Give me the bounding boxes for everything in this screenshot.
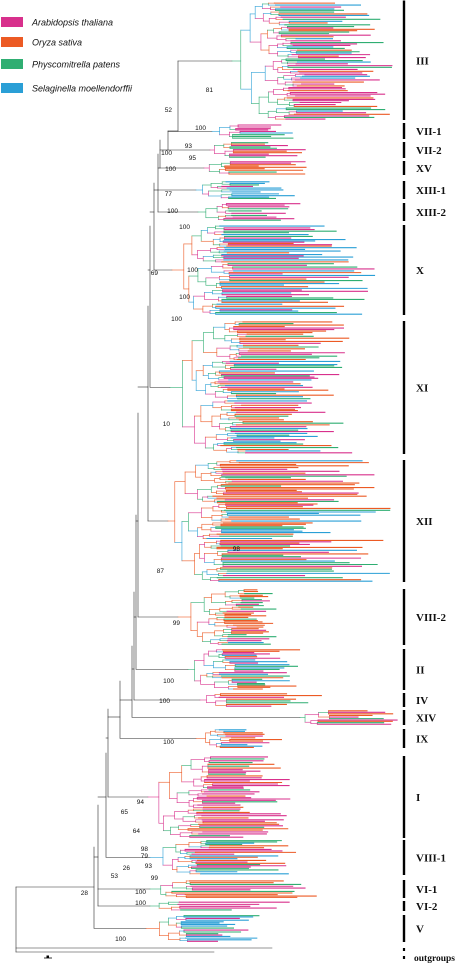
legend-swatch xyxy=(1,59,23,69)
bootstrap-value: 64 xyxy=(133,828,141,835)
bootstrap-value: 52 xyxy=(165,107,173,114)
bootstrap-value: 79 xyxy=(141,853,149,860)
clade-viii-2: VIII-2 xyxy=(404,589,446,645)
clade-label: XIII-1 xyxy=(416,185,446,197)
bootstrap-labels: 81 52 100 93 100 95 100 77 100 100 100 69 100 100 10 98… xyxy=(81,87,241,943)
bootstrap-value: 69 xyxy=(151,270,159,277)
bootstrap-value: 100 xyxy=(163,678,174,685)
bootstrap-value: 28 xyxy=(81,890,89,897)
bootstrap-value: 100 xyxy=(163,739,174,746)
clade-vi-2: VI-2 xyxy=(404,901,438,913)
clade-viii-1: VIII-1 xyxy=(404,840,446,875)
clade-label: XII xyxy=(416,516,433,528)
scale-bar xyxy=(44,956,52,959)
bootstrap-value: 93 xyxy=(185,143,193,150)
clade-outgroups: outgroups xyxy=(404,948,455,964)
legend-label: Arabidopsis thaliana xyxy=(31,18,113,28)
legend-label: Oryza sativa xyxy=(32,38,82,48)
clade-iv: IV xyxy=(404,693,428,707)
clade-label: VIII-1 xyxy=(416,853,446,865)
bootstrap-value: 100 xyxy=(179,294,190,301)
bootstrap-value: 100 xyxy=(167,208,178,215)
clade-label: XV xyxy=(416,163,432,175)
clade-label: VIII-2 xyxy=(416,612,446,624)
legend-swatch xyxy=(1,83,23,93)
bootstrap-value: 100 xyxy=(135,889,146,896)
clade-label: II xyxy=(416,665,425,677)
bootstrap-value: 100 xyxy=(115,936,126,943)
bootstrap-value: 100 xyxy=(159,698,170,705)
clade-label: VI-2 xyxy=(416,901,438,913)
bootstrap-value: 77 xyxy=(165,191,173,198)
bootstrap-value: 94 xyxy=(137,799,145,806)
bootstrap-value: 100 xyxy=(171,316,182,323)
bootstrap-value: 10 xyxy=(163,421,171,428)
clade-xiv: XIV xyxy=(404,710,436,725)
bootstrap-value: 81 xyxy=(206,87,214,94)
clade-xi: XI xyxy=(404,321,428,454)
clade-label: VII-2 xyxy=(416,145,442,157)
clade-ix: IX xyxy=(404,729,428,748)
clade-label: IX xyxy=(416,734,428,746)
bootstrap-value: 98 xyxy=(141,846,149,853)
legend-entry: Selaginella moellendorffii xyxy=(1,83,133,94)
clade-v: V xyxy=(404,915,424,942)
clade-x: X xyxy=(404,225,424,315)
clade-label: I xyxy=(416,792,420,804)
bootstrap-value: 100 xyxy=(161,150,172,157)
bootstrap-value: 65 xyxy=(121,809,129,816)
bootstrap-value: 100 xyxy=(187,267,198,274)
bootstrap-value: 100 xyxy=(195,125,206,132)
clade-label: X xyxy=(416,265,424,277)
clade-iii: III xyxy=(404,1,429,121)
clade-brackets: IIIVII-1VII-2XVXIII-1XIII-2XXIXIIVIII-2I… xyxy=(404,1,455,965)
legend-label: Physcomitrella patens xyxy=(32,60,121,70)
clade-vii-1: VII-1 xyxy=(404,123,442,139)
bootstrap-value: 95 xyxy=(189,155,197,162)
bootstrap-value: 99 xyxy=(151,875,159,882)
legend-swatch xyxy=(1,17,23,27)
clade-label: XIII-2 xyxy=(416,207,446,219)
bootstrap-value: 93 xyxy=(145,863,153,870)
clade-label: V xyxy=(416,924,424,936)
legend-entry: Physcomitrella patens xyxy=(1,59,121,70)
bootstrap-value: 100 xyxy=(179,224,190,231)
bootstrap-value: 26 xyxy=(123,865,131,872)
bootstrap-value: 100 xyxy=(165,166,176,173)
legend: Arabidopsis thaliana Oryza sativa Physcomi… xyxy=(1,17,133,94)
clade-xv: XV xyxy=(404,161,432,175)
clade-label: XIV xyxy=(416,713,436,725)
clade-xiii-1: XIII-1 xyxy=(404,181,446,199)
clade-label: XI xyxy=(416,383,428,395)
tree-branches xyxy=(16,3,397,952)
legend-entry: Oryza sativa xyxy=(1,37,82,48)
legend-label: Selaginella moellendorffii xyxy=(32,84,133,94)
clade-xiii-2: XIII-2 xyxy=(404,203,446,221)
clade-vi-1: VI-1 xyxy=(404,880,437,898)
legend-entry: Arabidopsis thaliana xyxy=(1,17,113,28)
clade-i: I xyxy=(404,756,420,838)
bootstrap-value: 99 xyxy=(173,620,181,627)
bootstrap-value: 98 xyxy=(233,546,241,553)
clade-vii-2: VII-2 xyxy=(404,142,442,158)
legend-swatch xyxy=(1,37,23,47)
bootstrap-value: 53 xyxy=(111,873,119,880)
clade-label: IV xyxy=(416,695,428,707)
clade-label: VI-1 xyxy=(416,884,437,896)
bootstrap-value: 100 xyxy=(135,900,146,907)
clade-xii: XII xyxy=(404,460,433,582)
bootstrap-value: 87 xyxy=(157,568,165,575)
clade-label: outgroups xyxy=(414,954,455,964)
clade-label: III xyxy=(416,55,429,67)
clade-ii: II xyxy=(404,649,425,690)
clade-label: VII-1 xyxy=(416,126,442,138)
